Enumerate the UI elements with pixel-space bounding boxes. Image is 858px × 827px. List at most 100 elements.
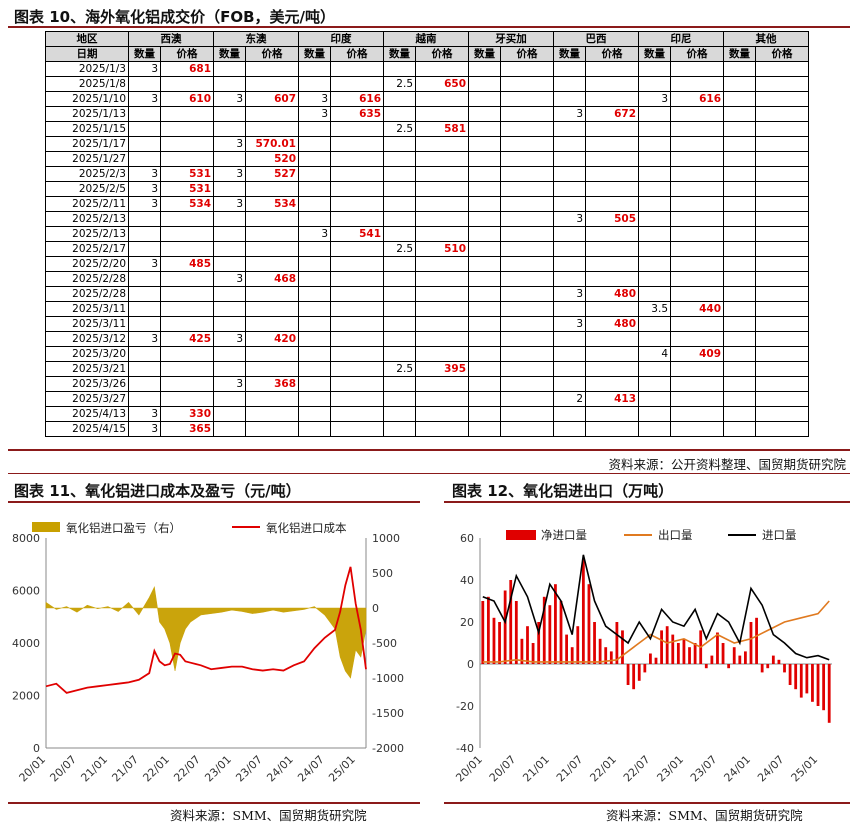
cell-price	[330, 76, 384, 92]
cell-qty	[468, 151, 501, 167]
cell-price	[670, 421, 724, 437]
net-import-bar	[693, 643, 697, 664]
net-import-bar	[498, 622, 501, 664]
cell-price	[670, 211, 724, 227]
table-row: 2025/1/27 520	[45, 151, 809, 167]
cell-qty	[383, 61, 416, 77]
cell-qty	[638, 316, 671, 332]
cell-price	[245, 421, 299, 437]
header-region: 越南	[383, 31, 469, 47]
cell-qty	[383, 376, 416, 392]
figure-12-top-rule	[444, 501, 850, 503]
cell-price	[755, 331, 809, 347]
y-tick-label: 60	[460, 532, 474, 545]
cell-qty	[553, 196, 586, 212]
net-import-bar	[609, 651, 613, 664]
cell-qty	[468, 211, 501, 227]
cell-qty	[213, 286, 246, 302]
x-tick-label: 25/01	[789, 753, 821, 785]
cell-qty	[468, 106, 501, 122]
cell-qty	[638, 241, 671, 257]
header-region: 巴西	[553, 31, 639, 47]
cell-price: 616	[670, 91, 724, 107]
cell-price	[585, 91, 639, 107]
cell-price	[670, 406, 724, 422]
cell-price	[330, 376, 384, 392]
cell-price	[755, 226, 809, 242]
cell-price	[500, 151, 554, 167]
cell-qty	[468, 61, 501, 77]
cell-price	[755, 301, 809, 317]
cell-qty	[213, 226, 246, 242]
cell-price	[585, 346, 639, 362]
cell-qty: 3	[553, 316, 586, 332]
cell-price	[585, 61, 639, 77]
cell-price	[330, 166, 384, 182]
cell-price	[245, 346, 299, 362]
cost-line-series	[45, 566, 367, 694]
table-row: 2025/3/11 3 480	[45, 316, 809, 332]
cell-qty	[128, 271, 161, 287]
cell-qty	[298, 346, 331, 362]
figure-12-title: 图表 12、氧化铝进出口（万吨）	[452, 482, 674, 500]
cell-price	[330, 346, 384, 362]
cell-price	[245, 361, 299, 377]
net-import-bar	[615, 622, 619, 664]
cell-qty	[638, 331, 671, 347]
cell-qty: 3	[553, 286, 586, 302]
cell-price	[755, 286, 809, 302]
cell-price	[160, 271, 214, 287]
cell-price	[415, 226, 469, 242]
row-date: 2025/2/17	[45, 241, 129, 257]
cell-price	[160, 301, 214, 317]
cell-price	[585, 166, 639, 182]
cell-qty	[383, 346, 416, 362]
cell-price	[330, 196, 384, 212]
cell-qty	[553, 136, 586, 152]
cell-qty	[383, 166, 416, 182]
cell-price	[500, 61, 554, 77]
cell-qty	[468, 421, 501, 437]
cell-qty: 3	[553, 106, 586, 122]
cell-qty	[383, 301, 416, 317]
header-price: 价格	[670, 46, 724, 62]
cell-qty: 3	[298, 226, 331, 242]
header-region-label: 地区	[45, 31, 129, 47]
net-import-bar	[827, 664, 831, 723]
table-row: 2025/3/12 3 425 3 420	[45, 331, 809, 347]
cell-price	[415, 136, 469, 152]
cell-qty	[638, 286, 671, 302]
cell-price	[415, 256, 469, 272]
net-import-bar	[816, 664, 820, 706]
cell-price	[500, 301, 554, 317]
cell-qty	[213, 316, 246, 332]
cell-qty	[383, 406, 416, 422]
cell-price	[670, 136, 724, 152]
cell-price	[330, 136, 384, 152]
cell-price	[245, 181, 299, 197]
net-import-bar	[587, 584, 591, 664]
header-date-label: 日期	[45, 46, 129, 62]
cell-price	[160, 76, 214, 92]
cell-price	[245, 286, 299, 302]
cell-price	[330, 256, 384, 272]
y-tick-label: -20	[456, 700, 474, 713]
y-left-tick-label: 2000	[12, 690, 40, 703]
cell-qty	[213, 241, 246, 257]
cell-price	[160, 151, 214, 167]
cell-price	[160, 346, 214, 362]
cell-price	[500, 406, 554, 422]
cell-qty: 3	[128, 406, 161, 422]
cell-qty	[553, 61, 586, 77]
cell-qty: 2.5	[383, 361, 416, 377]
table-row: 2025/2/5 3 531	[45, 181, 809, 197]
import-export-chart: -40 -20 0 20 40 60 20/01 20/07 21/01 21/07 22/01 22…	[453, 528, 832, 785]
net-import-bar	[749, 622, 753, 664]
table-row: 2025/2/17 2.5 510	[45, 241, 809, 257]
net-import-bar	[637, 664, 641, 681]
cell-qty: 3	[213, 331, 246, 347]
cell-price	[500, 271, 554, 287]
cell-price: 413	[585, 391, 639, 407]
x-tick-label: 21/07	[109, 753, 141, 785]
cell-price	[755, 76, 809, 92]
